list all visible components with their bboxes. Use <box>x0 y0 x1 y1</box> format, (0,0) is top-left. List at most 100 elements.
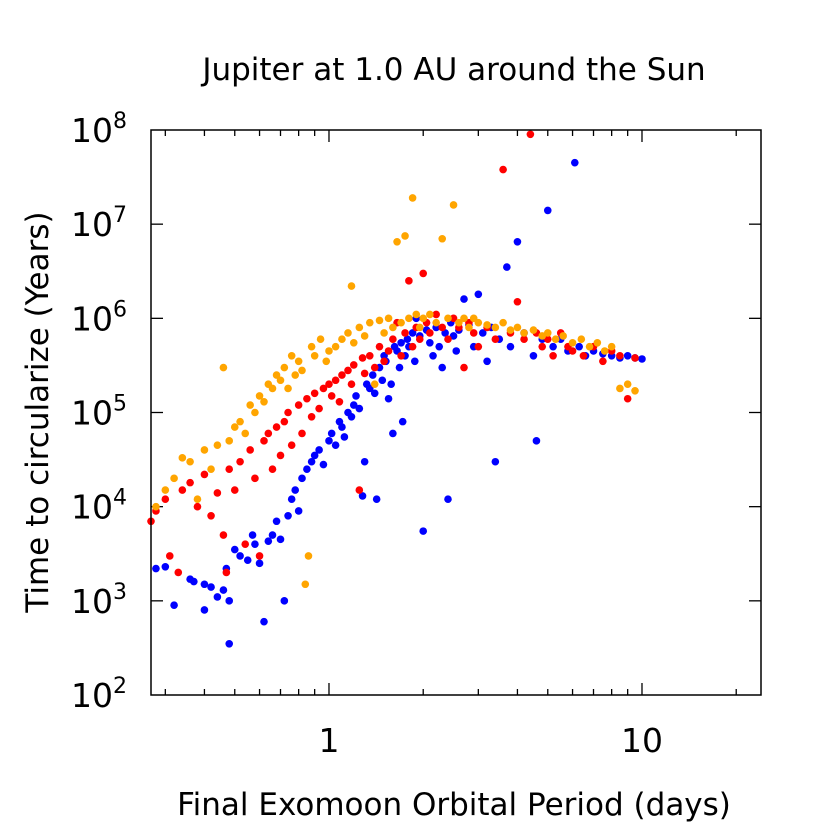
data-point-orange <box>276 376 285 385</box>
data-point-blue <box>327 429 336 438</box>
data-point-blue <box>543 206 552 215</box>
data-point-orange <box>449 201 458 209</box>
data-point-blue <box>410 357 419 366</box>
chart-title: Jupiter at 1.0 AU around the Sun <box>200 52 705 88</box>
data-point-orange <box>401 232 409 240</box>
data-point-blue <box>264 537 273 545</box>
data-point-blue <box>207 583 215 591</box>
data-point-red <box>444 335 452 344</box>
data-point-blue <box>638 355 646 363</box>
data-point-red <box>355 486 364 494</box>
data-point-red <box>338 371 346 379</box>
data-point-blue <box>403 335 412 344</box>
data-point-orange <box>438 234 447 243</box>
data-point-red <box>474 342 483 351</box>
data-point-red <box>255 552 264 560</box>
data-point-orange <box>631 386 639 395</box>
data-point-red <box>327 392 336 400</box>
data-point-red <box>319 384 328 393</box>
data-point-red <box>513 297 522 306</box>
data-point-blue <box>200 606 209 614</box>
data-point-red <box>236 457 244 466</box>
data-point-blue <box>287 495 296 504</box>
data-point-orange <box>322 357 331 366</box>
data-point-blue <box>529 352 538 360</box>
x-tick-label: 1 <box>318 721 339 760</box>
data-point-orange <box>331 342 340 351</box>
y-tick-label: 102 <box>71 674 127 715</box>
data-point-orange <box>412 310 421 319</box>
data-point-orange <box>499 318 507 327</box>
data-point-orange <box>178 454 187 462</box>
data-point-blue <box>435 342 444 351</box>
data-point-blue <box>389 429 397 438</box>
data-point-blue <box>426 338 434 347</box>
data-point-orange <box>444 314 452 323</box>
data-point-blue <box>170 601 178 609</box>
data-point-blue <box>225 639 234 648</box>
y-tick-label: 104 <box>71 486 127 527</box>
data-point-orange <box>170 474 178 483</box>
x-tick-label: 10 <box>621 721 663 760</box>
data-point-orange <box>474 318 483 327</box>
data-point-red <box>616 352 624 360</box>
data-point-orange <box>460 314 468 323</box>
data-point-blue <box>225 597 234 605</box>
data-point-orange <box>600 347 609 355</box>
data-point-red <box>568 347 577 355</box>
data-point-blue <box>506 342 515 351</box>
data-point-red <box>623 394 632 403</box>
data-point-red <box>246 446 254 454</box>
data-point-blue <box>478 329 487 337</box>
data-point-red <box>579 352 588 360</box>
data-point-blue <box>491 457 500 466</box>
data-point-orange <box>161 486 170 494</box>
data-point-orange <box>307 342 316 351</box>
data-point-blue <box>280 597 289 605</box>
data-point-orange <box>301 580 310 589</box>
data-point-orange <box>360 332 369 340</box>
data-point-red <box>526 130 535 139</box>
data-point-red <box>401 329 409 337</box>
data-point-blue <box>331 441 340 449</box>
data-point-red <box>186 478 194 487</box>
data-point-red <box>549 352 557 360</box>
data-point-orange <box>193 495 202 504</box>
data-point-blue <box>360 457 369 466</box>
tick-labels: 1 10 102 103 104 105 106 107 108 <box>71 109 663 760</box>
data-point-red <box>397 352 405 360</box>
data-point-blue <box>452 347 461 355</box>
data-point-blue <box>338 423 346 431</box>
data-point-blue <box>358 492 367 500</box>
data-point-blue <box>243 556 252 565</box>
data-point-red <box>260 437 268 445</box>
data-point-red <box>303 394 311 403</box>
data-point-blue <box>291 486 300 494</box>
data-point-orange <box>559 332 567 340</box>
data-point-red <box>241 540 250 548</box>
data-point-red <box>307 413 316 421</box>
data-point-orange <box>483 321 491 329</box>
data-point-blue <box>372 495 381 504</box>
data-point-blue <box>190 577 198 586</box>
data-point-blue <box>570 158 579 167</box>
data-point-blue <box>251 540 259 548</box>
data-point-blue <box>310 451 319 460</box>
data-point-red <box>315 404 323 413</box>
y-tick-label: 106 <box>71 297 127 338</box>
data-point-orange <box>551 335 560 344</box>
data-point-blue <box>248 531 257 539</box>
data-point-orange <box>272 371 281 379</box>
data-point-red <box>520 335 528 344</box>
data-point-blue <box>213 593 222 601</box>
data-point-red <box>389 335 397 344</box>
data-point-red <box>358 354 367 362</box>
data-point-orange <box>397 318 405 327</box>
data-point-red <box>230 486 239 494</box>
data-point-red <box>298 429 306 438</box>
y-tick-label: 107 <box>71 203 127 244</box>
data-point-red <box>276 451 285 460</box>
data-point-orange <box>344 329 352 337</box>
data-point-orange <box>585 342 594 351</box>
data-point-blue <box>474 290 483 299</box>
